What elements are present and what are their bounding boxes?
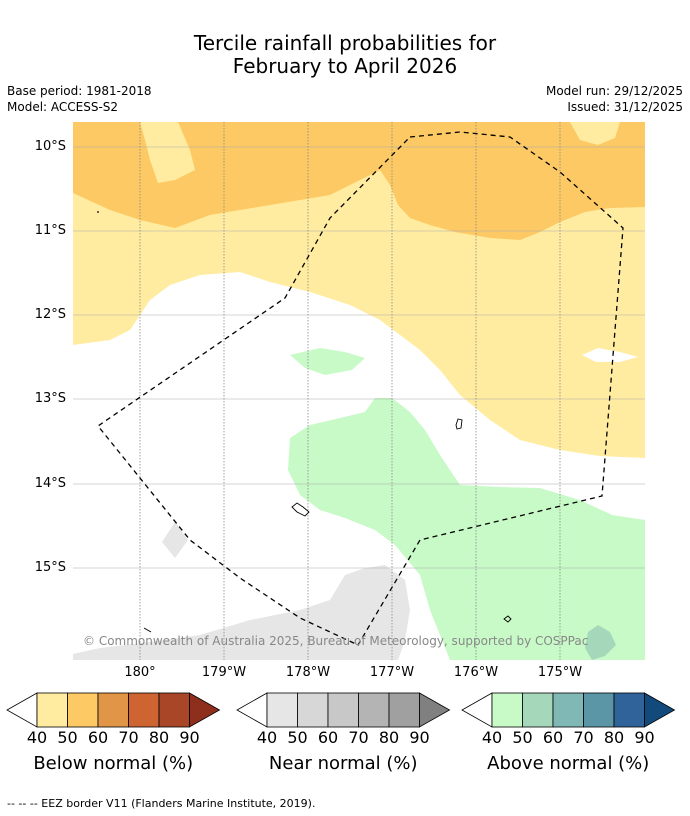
- colorbars: [6, 692, 676, 728]
- below-normal-colorbar-segment: [67, 692, 99, 728]
- lat-label-14s: 14°S: [34, 476, 66, 491]
- below-normal-50-60-region: [73, 122, 645, 240]
- near-normal-colorbar-tick-label: 80: [378, 728, 400, 747]
- above-normal-colorbar-tick-label: 60: [542, 728, 564, 747]
- lat-label-11s: 11°S: [34, 223, 66, 238]
- above-normal-colorbar-segment: [613, 692, 645, 728]
- above-normal-colorbar-title: Above normal (%): [487, 753, 650, 774]
- near-normal-40-50-patch-west: [162, 522, 188, 558]
- below-normal-40-50-patch-north: [140, 122, 195, 183]
- eez-border-footnote: -- -- -- EEZ border V11 (Flanders Marine…: [7, 797, 316, 810]
- above-normal-colorbar-tick-label: 40: [481, 728, 503, 747]
- lon-label-179w: 179°W: [201, 665, 247, 680]
- above-normal-colorbar-tick-label: 80: [603, 728, 625, 747]
- lon-label-177w: 177°W: [369, 665, 415, 680]
- above-normal-50-60-patch: [585, 625, 616, 660]
- above-normal-colorbar-over-triangle: [644, 692, 676, 728]
- below-normal-40-50-patch-northeast: [570, 122, 620, 145]
- island-west: [143, 627, 152, 633]
- above-normal-colorbar-tick-label: 70: [573, 728, 594, 747]
- above-normal-colorbar-tick-label: 90: [634, 728, 655, 747]
- gridlines: [73, 122, 645, 660]
- near-normal-colorbar-tick-label: 40: [256, 728, 278, 747]
- map-title-line2: February to April 2026: [232, 54, 458, 78]
- issued-date: Issued: 31/12/2025: [567, 100, 683, 114]
- above-normal-colorbar: [461, 692, 676, 728]
- below-normal-colorbar-tick-label: 90: [179, 728, 200, 747]
- above-normal-40-50-region: [288, 398, 645, 660]
- above-normal-colorbar-segment: [522, 692, 554, 728]
- below-normal-colorbar-segment: [128, 692, 160, 728]
- above-normal-colorbar-segment: [491, 692, 523, 728]
- below-normal-colorbar-tick-label: 40: [26, 728, 48, 747]
- below-normal-colorbar-under-triangle: [6, 692, 38, 728]
- map-title-line1: Tercile rainfall probabilities for: [193, 31, 497, 55]
- below-normal-colorbar-segment: [158, 692, 190, 728]
- below-normal-colorbar-tick-label: 50: [57, 728, 78, 747]
- lon-label-178w: 178°W: [285, 665, 331, 680]
- above-normal-colorbar-segment: [552, 692, 584, 728]
- below-normal-colorbar-segment: [97, 692, 129, 728]
- copyright-notice: © Commonwealth of Australia 2025, Bureau…: [83, 634, 589, 648]
- island-center: [291, 502, 310, 517]
- near-normal-colorbar-segment: [358, 692, 390, 728]
- near-normal-colorbar-segment: [297, 692, 329, 728]
- below-normal-colorbar-title: Below normal (%): [33, 753, 194, 774]
- rainfall-probability-map: [73, 122, 645, 660]
- near-normal-colorbar-tick-label: 50: [287, 728, 308, 747]
- near-normal-colorbar-segment: [266, 692, 298, 728]
- near-normal-colorbar-tick-label: 70: [348, 728, 369, 747]
- near-normal-colorbar-segment: [388, 692, 420, 728]
- below-normal-colorbar-tick-label: 80: [148, 728, 170, 747]
- lat-label-12s: 12°S: [34, 307, 66, 322]
- model-name: Model: ACCESS-S2: [7, 100, 119, 114]
- below-normal-colorbar-segment: [36, 692, 68, 728]
- island-north: [455, 418, 463, 430]
- below-normal-colorbar-tick-label: 70: [118, 728, 139, 747]
- base-period: Base period: 1981-2018: [7, 84, 152, 98]
- below-normal-colorbar-tick-label: 60: [87, 728, 109, 747]
- near-normal-colorbar: [236, 692, 451, 728]
- near-normal-colorbar-tick-label: 60: [317, 728, 339, 747]
- near-normal-colorbar-tick-label: 90: [409, 728, 430, 747]
- lon-label-175w: 175°W: [537, 665, 583, 680]
- island-tiny: [97, 211, 99, 213]
- lon-label-180: 180°: [124, 665, 156, 680]
- near-normal-colorbar-title: Near normal (%): [268, 753, 418, 774]
- near-normal-white-patch: [582, 348, 638, 362]
- lon-label-176w: 176°W: [453, 665, 499, 680]
- below-normal-colorbar-over-triangle: [189, 692, 221, 728]
- below-normal-colorbar: [6, 692, 221, 728]
- lat-label-13s: 13°S: [34, 391, 66, 406]
- near-normal-colorbar-segment: [327, 692, 359, 728]
- island-south: [503, 615, 512, 623]
- above-normal-40-50-patch-west: [290, 348, 365, 375]
- lat-label-15s: 15°S: [34, 560, 66, 575]
- model-run-date: Model run: 29/12/2025: [545, 84, 683, 98]
- above-normal-colorbar-tick-label: 50: [512, 728, 533, 747]
- above-normal-colorbar-under-triangle: [461, 692, 493, 728]
- near-normal-40-50-region: [73, 565, 410, 660]
- lat-label-10s: 10°S: [34, 139, 66, 154]
- above-normal-colorbar-segment: [583, 692, 615, 728]
- eez-border: [97, 131, 624, 646]
- near-normal-colorbar-under-triangle: [236, 692, 268, 728]
- near-normal-colorbar-over-triangle: [419, 692, 451, 728]
